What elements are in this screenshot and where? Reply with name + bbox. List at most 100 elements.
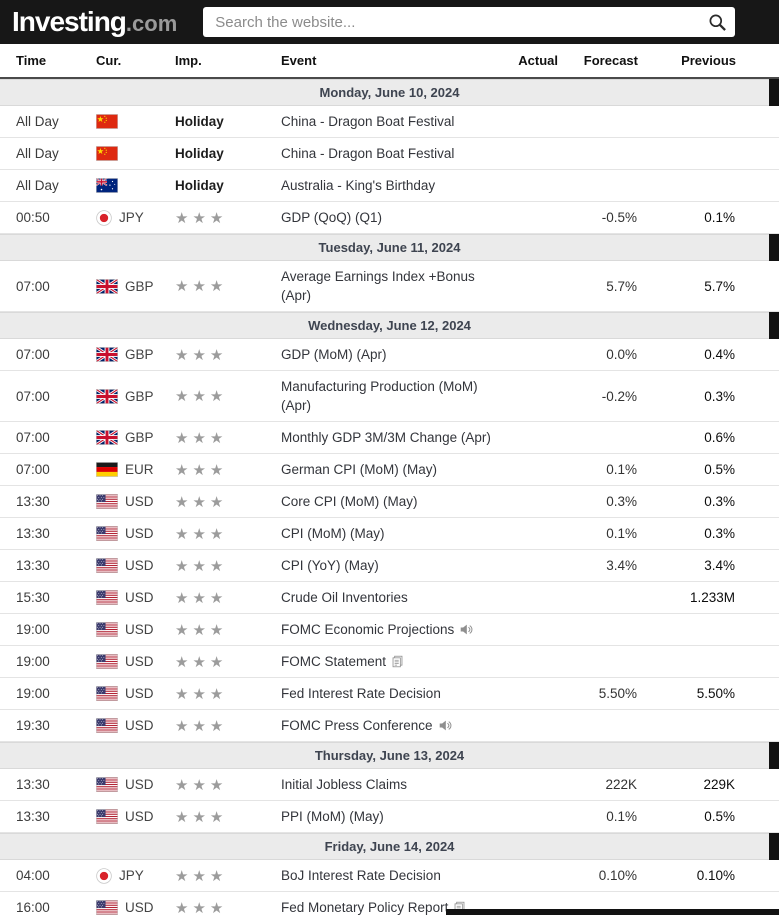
- event-link[interactable]: PPI (MoM) (May): [281, 809, 384, 824]
- event-link[interactable]: FOMC Statement: [281, 654, 387, 669]
- event-row: 13:30 USD ★★★ Initial Jobless Claims 222K 229…: [0, 769, 779, 801]
- calendar-body: Monday, June 10, 2024 All Day Holiday China…: [0, 79, 779, 915]
- event-link[interactable]: Crude Oil Inventories: [281, 590, 408, 605]
- currency-code: JPY: [119, 210, 144, 225]
- col-event: Event: [281, 53, 317, 68]
- event-row: 19:30 USD ★★★ FOMC Press Conference: [0, 710, 779, 742]
- col-importance: Imp.: [175, 53, 202, 68]
- importance-stars: ★★★: [175, 525, 228, 543]
- usa-flag-icon: [96, 900, 118, 915]
- currency-cell: USD: [96, 686, 175, 701]
- col-currency: Cur.: [96, 53, 122, 68]
- event-time: All Day: [16, 178, 59, 193]
- usa-flag-icon: [96, 526, 118, 541]
- uk-flag-icon: [96, 430, 118, 445]
- forecast-value: 0.3%: [606, 494, 637, 509]
- speaker-icon[interactable]: [438, 719, 452, 732]
- event-link[interactable]: China - Dragon Boat Festival: [281, 114, 455, 129]
- day-header: Monday, June 10, 2024: [0, 79, 779, 106]
- forecast-value: 0.10%: [598, 868, 637, 883]
- event-link[interactable]: BoJ Interest Rate Decision: [281, 868, 441, 883]
- event-link[interactable]: CPI (YoY) (May): [281, 558, 379, 573]
- event-cell: Initial Jobless Claims: [281, 769, 515, 800]
- event-link[interactable]: Fed Monetary Policy Report: [281, 900, 449, 915]
- importance-stars: ★★★: [175, 388, 228, 405]
- event-cell: Average Earnings Index +Bonus (Apr): [281, 261, 515, 311]
- event-row: All Day Holiday China - Dragon Boat Festiv…: [0, 106, 779, 138]
- currency-code: USD: [125, 494, 154, 509]
- event-time: 19:00: [16, 654, 50, 669]
- currency-code: USD: [125, 622, 154, 637]
- currency-code: USD: [125, 718, 154, 733]
- day-header: Wednesday, June 12, 2024: [0, 312, 779, 339]
- event-link[interactable]: China - Dragon Boat Festival: [281, 146, 455, 161]
- speaker-icon[interactable]: [459, 623, 473, 636]
- event-row: 04:00 JPY ★★★ BoJ Interest Rate Decision 0.1…: [0, 860, 779, 892]
- document-icon[interactable]: [391, 655, 404, 668]
- holiday-label: Holiday: [175, 146, 224, 161]
- forecast-value: -0.5%: [601, 210, 637, 225]
- bottom-cutoff-strip: [446, 909, 779, 915]
- currency-cell: USD: [96, 718, 175, 733]
- event-link[interactable]: German CPI (MoM) (May): [281, 462, 438, 477]
- currency-code: USD: [125, 777, 154, 792]
- previous-value: 0.4%: [704, 347, 735, 362]
- event-cell: PPI (MoM) (May): [281, 801, 515, 832]
- event-link[interactable]: Monthly GDP 3M/3M Change (Apr): [281, 430, 491, 445]
- event-link[interactable]: CPI (MoM) (May): [281, 526, 385, 541]
- day-header: Thursday, June 13, 2024: [0, 742, 779, 769]
- currency-cell: [96, 146, 175, 161]
- day-header: Tuesday, June 11, 2024: [0, 234, 779, 261]
- previous-value: 5.50%: [696, 686, 735, 701]
- event-cell: CPI (YoY) (May): [281, 550, 515, 581]
- event-link[interactable]: Average Earnings Index +Bonus (Apr): [281, 269, 475, 303]
- currency-code: USD: [125, 900, 154, 915]
- event-link[interactable]: FOMC Economic Projections: [281, 622, 455, 637]
- currency-code: GBP: [125, 430, 154, 445]
- forecast-value: 0.1%: [606, 809, 637, 824]
- event-link[interactable]: Fed Interest Rate Decision: [281, 686, 441, 701]
- event-row: 13:30 USD ★★★ PPI (MoM) (May) 0.1% 0.5%: [0, 801, 779, 833]
- event-row: 19:00 USD ★★★ FOMC Statement: [0, 646, 779, 678]
- event-link[interactable]: FOMC Press Conference: [281, 718, 433, 733]
- event-cell: GDP (QoQ) (Q1): [281, 202, 515, 233]
- event-link[interactable]: Australia - King's Birthday: [281, 178, 436, 193]
- event-link[interactable]: Initial Jobless Claims: [281, 777, 408, 792]
- currency-cell: USD: [96, 900, 175, 915]
- currency-cell: USD: [96, 654, 175, 669]
- currency-cell: USD: [96, 777, 175, 792]
- event-time: All Day: [16, 114, 59, 129]
- event-row: 16:00 USD ★★★ Fed Monetary Policy Report: [0, 892, 779, 915]
- event-row: 07:00 GBP ★★★ Average Earnings Index +Bonus…: [0, 261, 779, 312]
- event-link[interactable]: GDP (QoQ) (Q1): [281, 210, 383, 225]
- event-row: 13:30 USD ★★★ CPI (MoM) (May) 0.1% 0.3%: [0, 518, 779, 550]
- event-row: All Day Holiday Australia - King's Birthda…: [0, 170, 779, 202]
- previous-value: 5.7%: [704, 278, 735, 294]
- usa-flag-icon: [96, 777, 118, 792]
- currency-cell: USD: [96, 526, 175, 541]
- forecast-value: 5.50%: [598, 686, 637, 701]
- event-link[interactable]: Manufacturing Production (MoM) (Apr): [281, 379, 478, 413]
- event-row: 07:00 GBP ★★★ GDP (MoM) (Apr) 0.0% 0.4%: [0, 339, 779, 371]
- currency-cell: [96, 114, 175, 129]
- australia-flag-icon: [96, 178, 118, 193]
- event-time: 07:00: [16, 278, 50, 294]
- event-link[interactable]: GDP (MoM) (Apr): [281, 347, 387, 362]
- currency-cell: GBP: [96, 430, 175, 445]
- event-time: 19:30: [16, 718, 50, 733]
- usa-flag-icon: [96, 494, 118, 509]
- importance-stars: ★★★: [175, 808, 228, 826]
- search-icon[interactable]: [708, 13, 727, 32]
- previous-value: 0.3%: [704, 388, 735, 404]
- previous-value: 1.233M: [689, 590, 735, 605]
- event-time: 07:00: [16, 388, 50, 404]
- event-cell: China - Dragon Boat Festival: [281, 106, 515, 137]
- importance-stars: ★★★: [175, 557, 228, 575]
- forecast-value: 3.4%: [606, 558, 637, 573]
- investing-logo[interactable]: Investing.com: [12, 8, 177, 36]
- previous-value: 0.10%: [696, 868, 735, 883]
- search-input[interactable]: [215, 13, 709, 31]
- event-cell: German CPI (MoM) (May): [281, 454, 515, 485]
- event-link[interactable]: Core CPI (MoM) (May): [281, 494, 418, 509]
- previous-value: 0.3%: [704, 494, 735, 509]
